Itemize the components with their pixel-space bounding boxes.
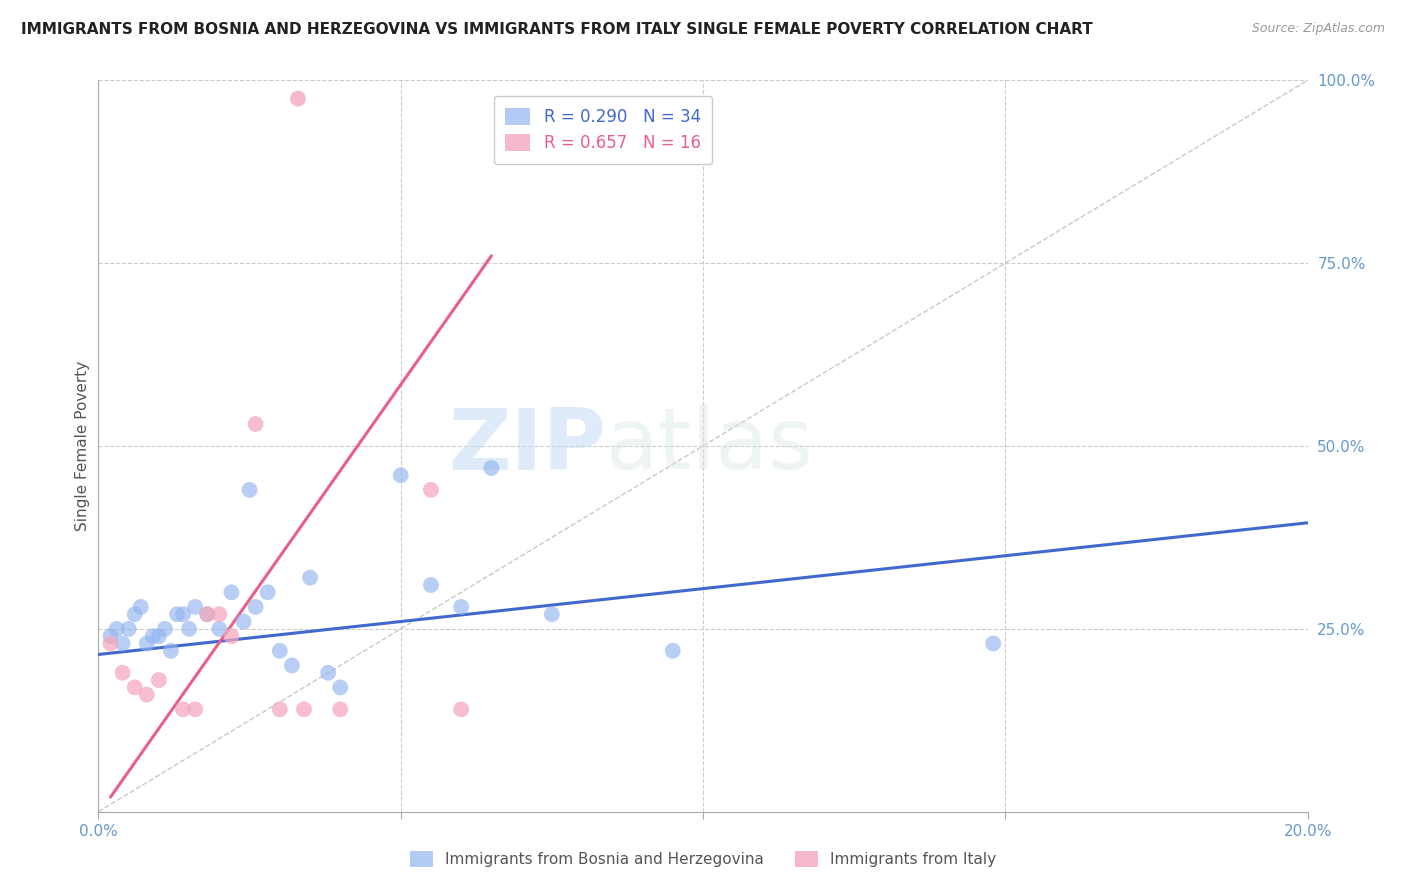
Point (316, 665, 339, 680)
Point (208, 622, 231, 636)
Point (179, 622, 201, 636)
Point (269, 702, 291, 716)
Point (239, 483, 262, 497)
Point (292, 702, 315, 716)
Point (232, 615, 254, 629)
Point (269, 644, 291, 658)
Point (166, 607, 188, 622)
Point (160, 644, 183, 658)
Point (195, 607, 218, 622)
Point (981, 636, 1004, 650)
Point (142, 629, 165, 643)
Point (111, 665, 134, 680)
Point (208, 607, 231, 622)
Point (450, 702, 472, 716)
Point (245, 417, 267, 431)
Point (389, 468, 412, 483)
Point (100, 629, 122, 643)
Point (184, 702, 207, 716)
Point (329, 702, 352, 716)
Point (481, 461, 503, 475)
Point (245, 599, 267, 614)
Point (148, 629, 170, 643)
Point (287, 92, 309, 106)
Point (172, 607, 194, 622)
Point (105, 622, 128, 636)
Point (256, 585, 278, 599)
Text: IMMIGRANTS FROM BOSNIA AND HERZEGOVINA VS IMMIGRANTS FROM ITALY SINGLE FEMALE PO: IMMIGRANTS FROM BOSNIA AND HERZEGOVINA V… (21, 22, 1092, 37)
Point (450, 599, 472, 614)
Point (135, 636, 157, 650)
Point (124, 681, 146, 695)
Point (299, 571, 322, 585)
Legend: Immigrants from Bosnia and Herzegovina, Immigrants from Italy: Immigrants from Bosnia and Herzegovina, … (404, 846, 1002, 873)
Point (195, 607, 218, 622)
Point (129, 599, 152, 614)
Point (221, 585, 243, 599)
Point (153, 622, 176, 636)
Point (221, 629, 243, 643)
Point (420, 483, 443, 497)
Point (135, 688, 157, 702)
Point (148, 673, 170, 687)
Point (172, 702, 194, 716)
Point (124, 607, 146, 622)
Text: Source: ZipAtlas.com: Source: ZipAtlas.com (1251, 22, 1385, 36)
Point (540, 607, 562, 622)
Y-axis label: Single Female Poverty: Single Female Poverty (75, 361, 90, 531)
Point (184, 599, 207, 614)
Point (111, 636, 134, 650)
Text: ZIP: ZIP (449, 404, 606, 488)
Point (118, 622, 141, 636)
Point (100, 636, 122, 650)
Point (662, 644, 685, 658)
Point (420, 578, 443, 592)
Text: atlas: atlas (606, 404, 814, 488)
Point (329, 681, 352, 695)
Point (281, 658, 304, 673)
